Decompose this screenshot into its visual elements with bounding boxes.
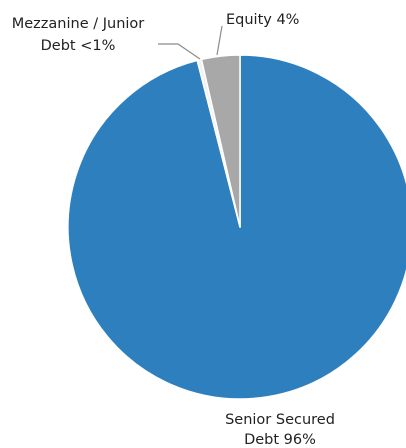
slice-label-mezzanine-line2: Debt <1% [41, 38, 116, 54]
mezzanine-leader-line [158, 43, 201, 60]
equity-leader-line [216, 25, 223, 56]
slice-label-senior-line1: Senior Secured [225, 412, 335, 428]
slice-label-equity: Equity 4% [226, 12, 299, 28]
slice-equity [200, 54, 241, 228]
pie-slices [67, 54, 406, 400]
slice-label-senior-line2: Debt 96% [244, 432, 316, 448]
slice-label-mezzanine-line1: Mezzanine / Junior [12, 16, 145, 32]
slice-senior-secured-debt [67, 54, 406, 400]
leader-lines [158, 25, 223, 60]
